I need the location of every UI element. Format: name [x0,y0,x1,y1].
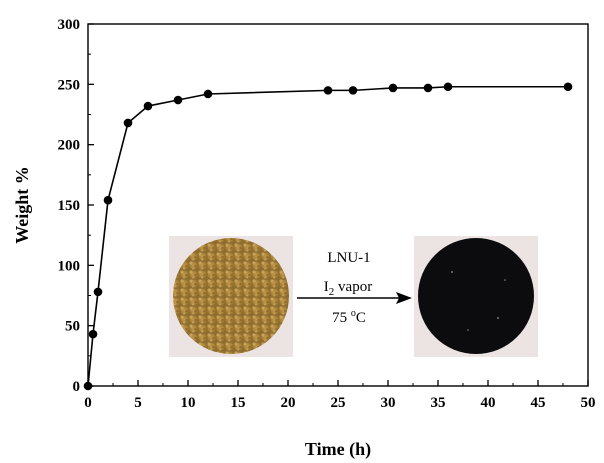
x-tick-label: 50 [581,395,596,411]
y-tick-label: 200 [58,138,81,154]
data-point [103,195,113,205]
x-tick-label: 15 [231,395,246,411]
y-axis-title: Weight % [12,166,32,244]
data-point [323,86,333,95]
x-tick-label: 0 [84,395,92,411]
data-point [443,82,453,92]
data-point [88,329,98,339]
x-tick-label: 45 [531,395,546,411]
data-point [173,95,183,105]
x-tick-label: 20 [281,395,296,411]
data-point [423,83,433,93]
inset-label-iodine: I2 vapor [324,279,372,298]
x-tick-label: 25 [331,395,346,411]
x-tick-label: 30 [381,395,396,411]
y-tick-label: 50 [65,319,80,335]
x-tick-label: 10 [181,395,196,411]
series-layer [83,82,573,391]
x-axis-title: Time (h) [305,439,371,460]
data-point [388,83,398,93]
x-tick-label: 35 [431,395,446,411]
data-point [93,287,103,297]
y-tick-label: 100 [58,258,81,274]
data-point [348,86,358,95]
after-sample-disk [418,238,534,354]
before-sample-disk [173,238,289,354]
inset-after-photo [414,236,538,357]
data-point [143,101,153,111]
x-axis: 0 5 10 15 20 25 30 35 40 45 50 [84,380,596,411]
y-tick-label: 300 [58,17,81,33]
data-point [83,381,93,391]
x-tick-label: 40 [481,395,496,411]
y-tick-label: 0 [73,379,81,395]
reaction-arrow [297,292,412,304]
inset-before-photo [169,236,293,357]
y-tick-label: 250 [58,77,81,93]
inset-label-temperature: 75 oC [332,308,366,326]
data-point [123,118,133,128]
data-point [563,82,573,92]
series-line [87,85,568,387]
y-tick-label: 150 [58,198,81,214]
data-point [203,89,213,99]
x-tick-label: 5 [134,395,142,411]
inset-label-lnu1: LNU-1 [327,250,370,266]
